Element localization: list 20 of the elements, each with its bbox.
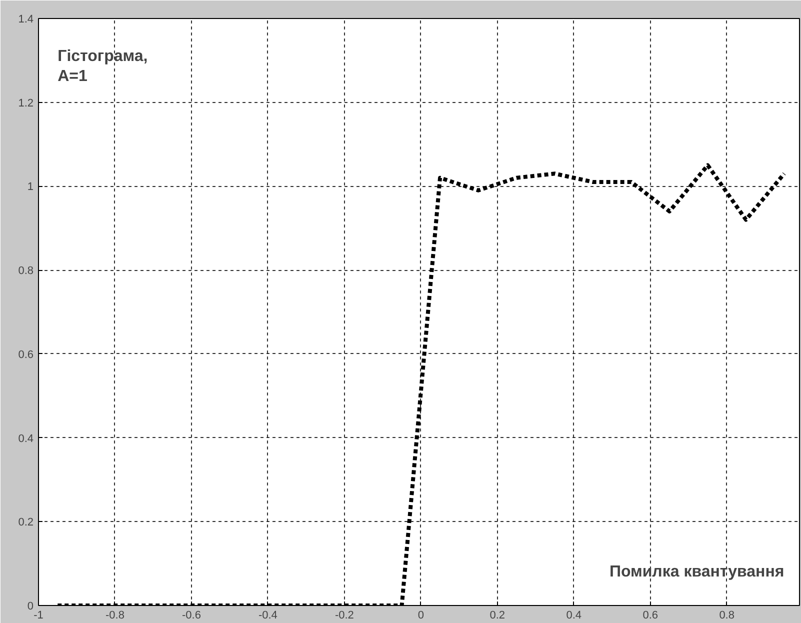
x-tick-label: -0.6 [182,610,201,622]
x-tick-label: 0.2 [490,610,506,622]
y-tick-label: 0.4 [18,432,34,445]
x-tick-label: -1 [34,610,44,622]
annotation: Помилка квантування [609,563,784,580]
x-tick-label: 0.4 [566,610,582,622]
y-tick-label: 0.8 [18,265,34,278]
y-tick-label: 0.6 [18,348,34,361]
x-tick-label: -0.8 [106,610,124,622]
x-tick-label: 0 [418,610,424,622]
y-tick-label: 1 [27,181,34,194]
y-tick-label: 1.4 [18,14,34,26]
y-tick-label: 0 [27,600,34,612]
x-tick-label: -0.4 [258,610,278,622]
x-tick-label: 0.6 [642,610,658,622]
x-tick-label: -0.2 [334,610,354,622]
annotation: Гістограма, A=1 [58,48,148,86]
x-tick-label: 0.8 [719,610,734,622]
y-tick-label: 1.2 [18,97,34,110]
y-tick-label: 0.2 [18,516,34,529]
